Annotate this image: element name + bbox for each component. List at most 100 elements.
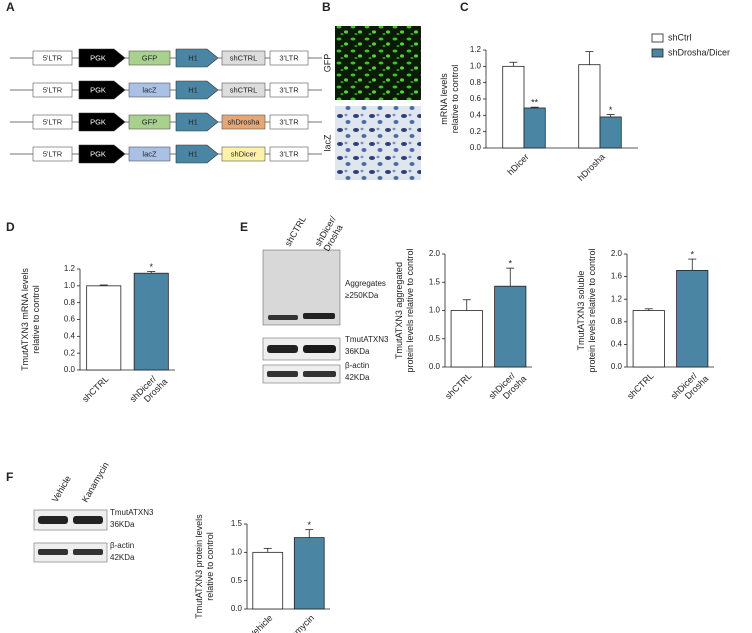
significance: * bbox=[307, 520, 311, 530]
x-tick-label-line: shCTRL bbox=[80, 374, 110, 404]
bar bbox=[86, 285, 122, 371]
bar bbox=[252, 551, 284, 610]
lane-label: shDicer/Drosha bbox=[313, 214, 347, 253]
x-tick-label: shDicer/Drosha bbox=[128, 370, 170, 412]
y-tick-label: 1.0 bbox=[231, 547, 243, 556]
construct-label: shDrosha bbox=[227, 117, 260, 126]
promoter-arrow bbox=[175, 48, 219, 68]
band-label-line: ≥250KDa bbox=[345, 291, 379, 300]
gfp-image bbox=[335, 26, 421, 100]
x-tick-label: Vehicle bbox=[247, 613, 275, 633]
legend-swatch bbox=[651, 33, 664, 43]
construct-label: PGK bbox=[90, 53, 106, 62]
y-axis-label: TmutATXN3 solubleprotein levels relative… bbox=[576, 248, 597, 372]
band-label-line: 36KDa bbox=[345, 347, 370, 356]
blot-e bbox=[262, 249, 341, 384]
bar bbox=[494, 285, 527, 368]
y-axis-label: TmutATXN3 aggregatedprotein levels relat… bbox=[394, 248, 415, 372]
panel-label: A bbox=[6, 0, 15, 14]
construct-box bbox=[269, 114, 309, 130]
x-tick-label: shDicer/Drosha bbox=[669, 367, 711, 409]
image-label: lacZ bbox=[322, 134, 332, 152]
y-axis-label: mRNA levelsrelative to control bbox=[439, 65, 460, 134]
y-axis-label-line: relative to control bbox=[31, 285, 41, 354]
y-tick-label: 0.0 bbox=[64, 365, 76, 374]
y-axis-label-line: TmutATXN3 aggregated bbox=[394, 262, 404, 359]
x-tick-label: hDicer bbox=[506, 152, 531, 177]
construct-label: GFP bbox=[142, 117, 157, 126]
band-label: β-actin 42KDa bbox=[345, 361, 370, 382]
lane-label: shCTRL bbox=[283, 215, 308, 249]
y-axis-label-line: TmutATXN3 mRNA levels bbox=[20, 268, 30, 371]
bar bbox=[599, 116, 622, 149]
y-tick-label: 0.0 bbox=[231, 604, 243, 613]
significance: * bbox=[690, 249, 694, 259]
construct-label: H1 bbox=[188, 85, 198, 94]
construct-box bbox=[32, 82, 73, 98]
y-tick-label: 0.8 bbox=[611, 317, 623, 326]
panel-label: E bbox=[240, 220, 248, 234]
construct-label: H1 bbox=[188, 149, 198, 158]
construct-label: lacZ bbox=[142, 85, 157, 94]
lane-label-line: shCTRL bbox=[283, 215, 308, 249]
lane-label-line: Kanamycin bbox=[80, 461, 111, 505]
panel-label: D bbox=[6, 220, 15, 234]
significance: * bbox=[149, 262, 153, 272]
y-tick-label: 0.8 bbox=[64, 298, 76, 307]
y-tick-label: 1.5 bbox=[429, 277, 441, 286]
y-axis-label: TmutATXN3 mRNA levelsrelative to control bbox=[20, 268, 41, 371]
construct-box bbox=[32, 50, 73, 66]
significance: ** bbox=[531, 98, 539, 108]
promoter-arrow bbox=[78, 112, 126, 132]
x-tick-label: shDicer/Drosha bbox=[487, 367, 529, 409]
band-label: TmutATXN3 36KDa bbox=[110, 508, 154, 529]
construct-box bbox=[221, 50, 266, 66]
legend-label: shDrosha/Dicer bbox=[668, 47, 730, 57]
band-label-line: TmutATXN3 bbox=[110, 508, 154, 517]
y-tick-label: 0.6 bbox=[470, 94, 482, 103]
y-tick-label: 1.0 bbox=[429, 306, 441, 315]
construct-label: 5'LTR bbox=[43, 149, 63, 158]
image-label: GFP bbox=[322, 54, 332, 73]
y-tick-label: 1.2 bbox=[470, 45, 482, 54]
significance: * bbox=[609, 105, 613, 115]
band-label-line: 36KDa bbox=[110, 520, 135, 529]
y-tick-label: 1.2 bbox=[64, 264, 76, 273]
y-axis-label-line: relative to control bbox=[450, 65, 460, 134]
construct-label: 3'LTR bbox=[279, 85, 299, 94]
y-tick-label: 0.0 bbox=[429, 362, 441, 371]
construct-label: H1 bbox=[188, 117, 198, 126]
panel-label: B bbox=[322, 0, 331, 14]
y-axis-label-line: TmutATXN3 protein levels bbox=[194, 514, 204, 619]
bar bbox=[502, 65, 525, 149]
x-tick-label: Kanamycin bbox=[278, 613, 317, 633]
construct-label: PGK bbox=[90, 85, 106, 94]
x-tick-label-line: Kanamycin bbox=[278, 613, 317, 633]
y-tick-label: 1.0 bbox=[470, 61, 482, 70]
construct-label: PGK bbox=[90, 117, 106, 126]
x-tick-label: shCTRL bbox=[625, 371, 655, 401]
promoter-arrow bbox=[175, 80, 219, 100]
construct-box bbox=[32, 114, 73, 130]
x-tick-label-line: shCTRL bbox=[625, 371, 655, 401]
band-label-line: Aggregates bbox=[345, 279, 386, 288]
band-label-line: TmutATXN3 bbox=[345, 335, 389, 344]
y-tick-label: 0.5 bbox=[231, 576, 243, 585]
lacz-image bbox=[335, 106, 421, 180]
construct-box bbox=[32, 146, 73, 162]
construct-box bbox=[269, 50, 309, 66]
y-axis-label-line: relative to control bbox=[205, 532, 215, 601]
band-label: Aggregates ≥250KDa bbox=[345, 279, 386, 300]
x-tick-label: shCTRL bbox=[443, 371, 473, 401]
band-label: β-actin 42KDa bbox=[110, 541, 135, 562]
lane-label-line: Vehicle bbox=[50, 474, 73, 504]
bar bbox=[632, 310, 665, 368]
y-tick-label: 1.2 bbox=[611, 294, 623, 303]
band-label-line: β-actin bbox=[110, 541, 134, 550]
promoter-arrow bbox=[78, 48, 126, 68]
promoter-arrow bbox=[175, 144, 219, 164]
construct-label: 5'LTR bbox=[43, 53, 63, 62]
construct-box bbox=[221, 146, 266, 162]
promoter-arrow bbox=[175, 112, 219, 132]
